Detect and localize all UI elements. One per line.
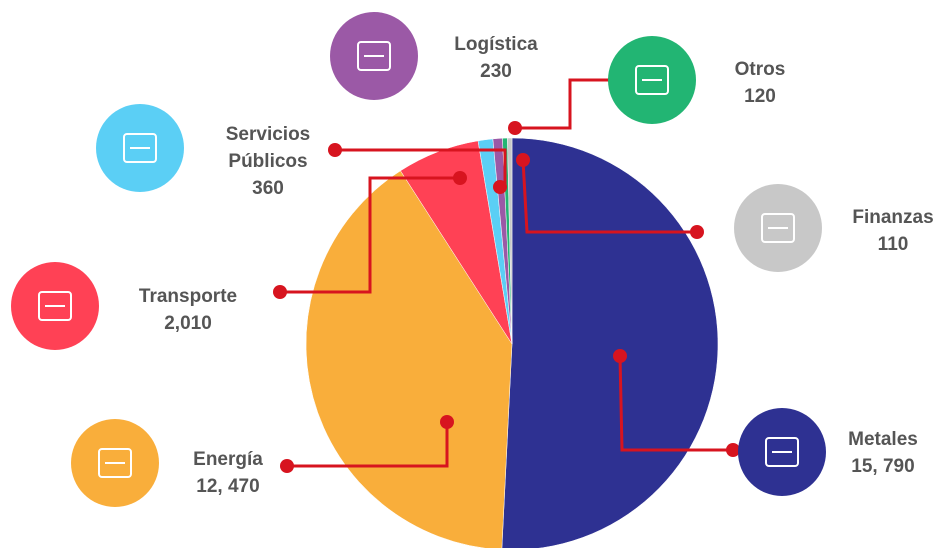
leader-line [515,78,615,130]
slice [501,137,719,548]
dot [516,153,530,167]
label: Logística 230 [436,31,556,85]
dot [613,349,627,363]
label: Finanzas 110 [833,204,949,258]
dot [453,171,467,185]
value-label: 2,010 [164,313,212,334]
dot [726,443,740,457]
value-label: 360 [252,178,284,199]
label: Servicios Públicos 360 [213,121,323,202]
leader-lines [280,78,733,468]
slice [507,137,513,345]
category-label: Transporte [138,286,238,307]
dot [280,459,294,473]
icon-glyph [765,437,799,467]
leader-line [287,422,449,468]
leader-line [618,355,733,452]
value-label: 110 [877,234,909,255]
dot [493,180,507,194]
icon-glyph [38,291,72,321]
label: Metales 15, 790 [823,426,943,480]
leader-line [280,176,460,294]
icon-glyph [357,41,391,71]
slices [305,137,719,548]
dot [690,225,704,239]
dot [440,415,454,429]
slice [305,170,513,548]
dot [508,121,522,135]
value-label: 230 [480,61,512,82]
icons [11,12,826,507]
icon-glyph [123,133,157,163]
icon-glyph [761,213,795,243]
icon-glyph [635,65,669,95]
label: Otros 120 [700,56,820,110]
category-label: Metales [848,429,918,450]
dot [273,285,287,299]
value-label: 120 [744,86,776,107]
leader-line [521,159,697,234]
category-label: Energía [193,449,263,470]
category-label: Logística [454,34,538,55]
category-label: Finanzas [852,207,934,228]
category-label: Servicios Públicos [225,124,311,172]
category-label: Otros [734,59,786,80]
value-label: 12, 470 [196,476,260,497]
value-label: 15, 790 [851,456,915,477]
label: Energía 12, 470 [168,446,288,500]
dot [328,143,342,157]
icon-glyph [98,448,132,478]
label: Transporte 2,010 [128,283,248,337]
